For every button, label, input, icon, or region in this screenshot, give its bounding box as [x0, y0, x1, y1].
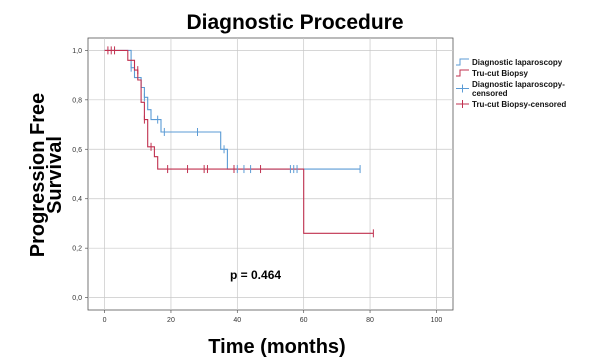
x-tick-label: 80 [366, 317, 374, 324]
legend-label: Diagnostic laparoscopy- [472, 80, 565, 89]
x-tick-label: 40 [233, 317, 241, 324]
y-tick-label: 0,2 [72, 246, 82, 253]
y-tick-label: 0,8 [72, 97, 82, 104]
tru-cut-biopsy-line [104, 49, 374, 234]
legend-label: Tru-cut Biopsy-censored [472, 100, 566, 109]
plot-frame [87, 37, 454, 311]
y-tick-label: 0,6 [72, 147, 82, 154]
y-axis-label: Progression Free Survival [27, 93, 66, 258]
legend-line-symbol [456, 69, 469, 77]
legend-label: Tru-cut Biopsy [472, 69, 529, 78]
series-layer [104, 46, 374, 238]
chart-title: Diagnostic Procedure [186, 11, 403, 34]
y-tick-label: 1,0 [72, 48, 82, 55]
tick-labels: 0 20 40 60 80 100 0,0 0,2 0,4 0,6 0,8 1,0 [72, 48, 442, 324]
x-tick-label: 20 [167, 317, 175, 324]
x-tick-label: 0 [103, 317, 107, 324]
legend-label: censored [472, 89, 508, 98]
legend: Diagnostic laparoscopy Tru-cut Biopsy Diag… [456, 58, 566, 109]
y-tick-label: 0,0 [72, 295, 82, 302]
legend-line-symbol [456, 58, 469, 66]
y-axis-label-line-1: Progression Free [27, 93, 49, 258]
x-tick-label: 100 [431, 317, 443, 324]
p-value-annotation: p = 0.464 [230, 268, 281, 282]
x-axis-label: Time (months) [208, 336, 345, 358]
x-tick-label: 60 [300, 317, 308, 324]
legend-label: Diagnostic laparoscopy [472, 58, 563, 67]
y-axis-label-line-2: Survival [44, 136, 66, 214]
y-tick-label: 0,4 [72, 196, 82, 203]
